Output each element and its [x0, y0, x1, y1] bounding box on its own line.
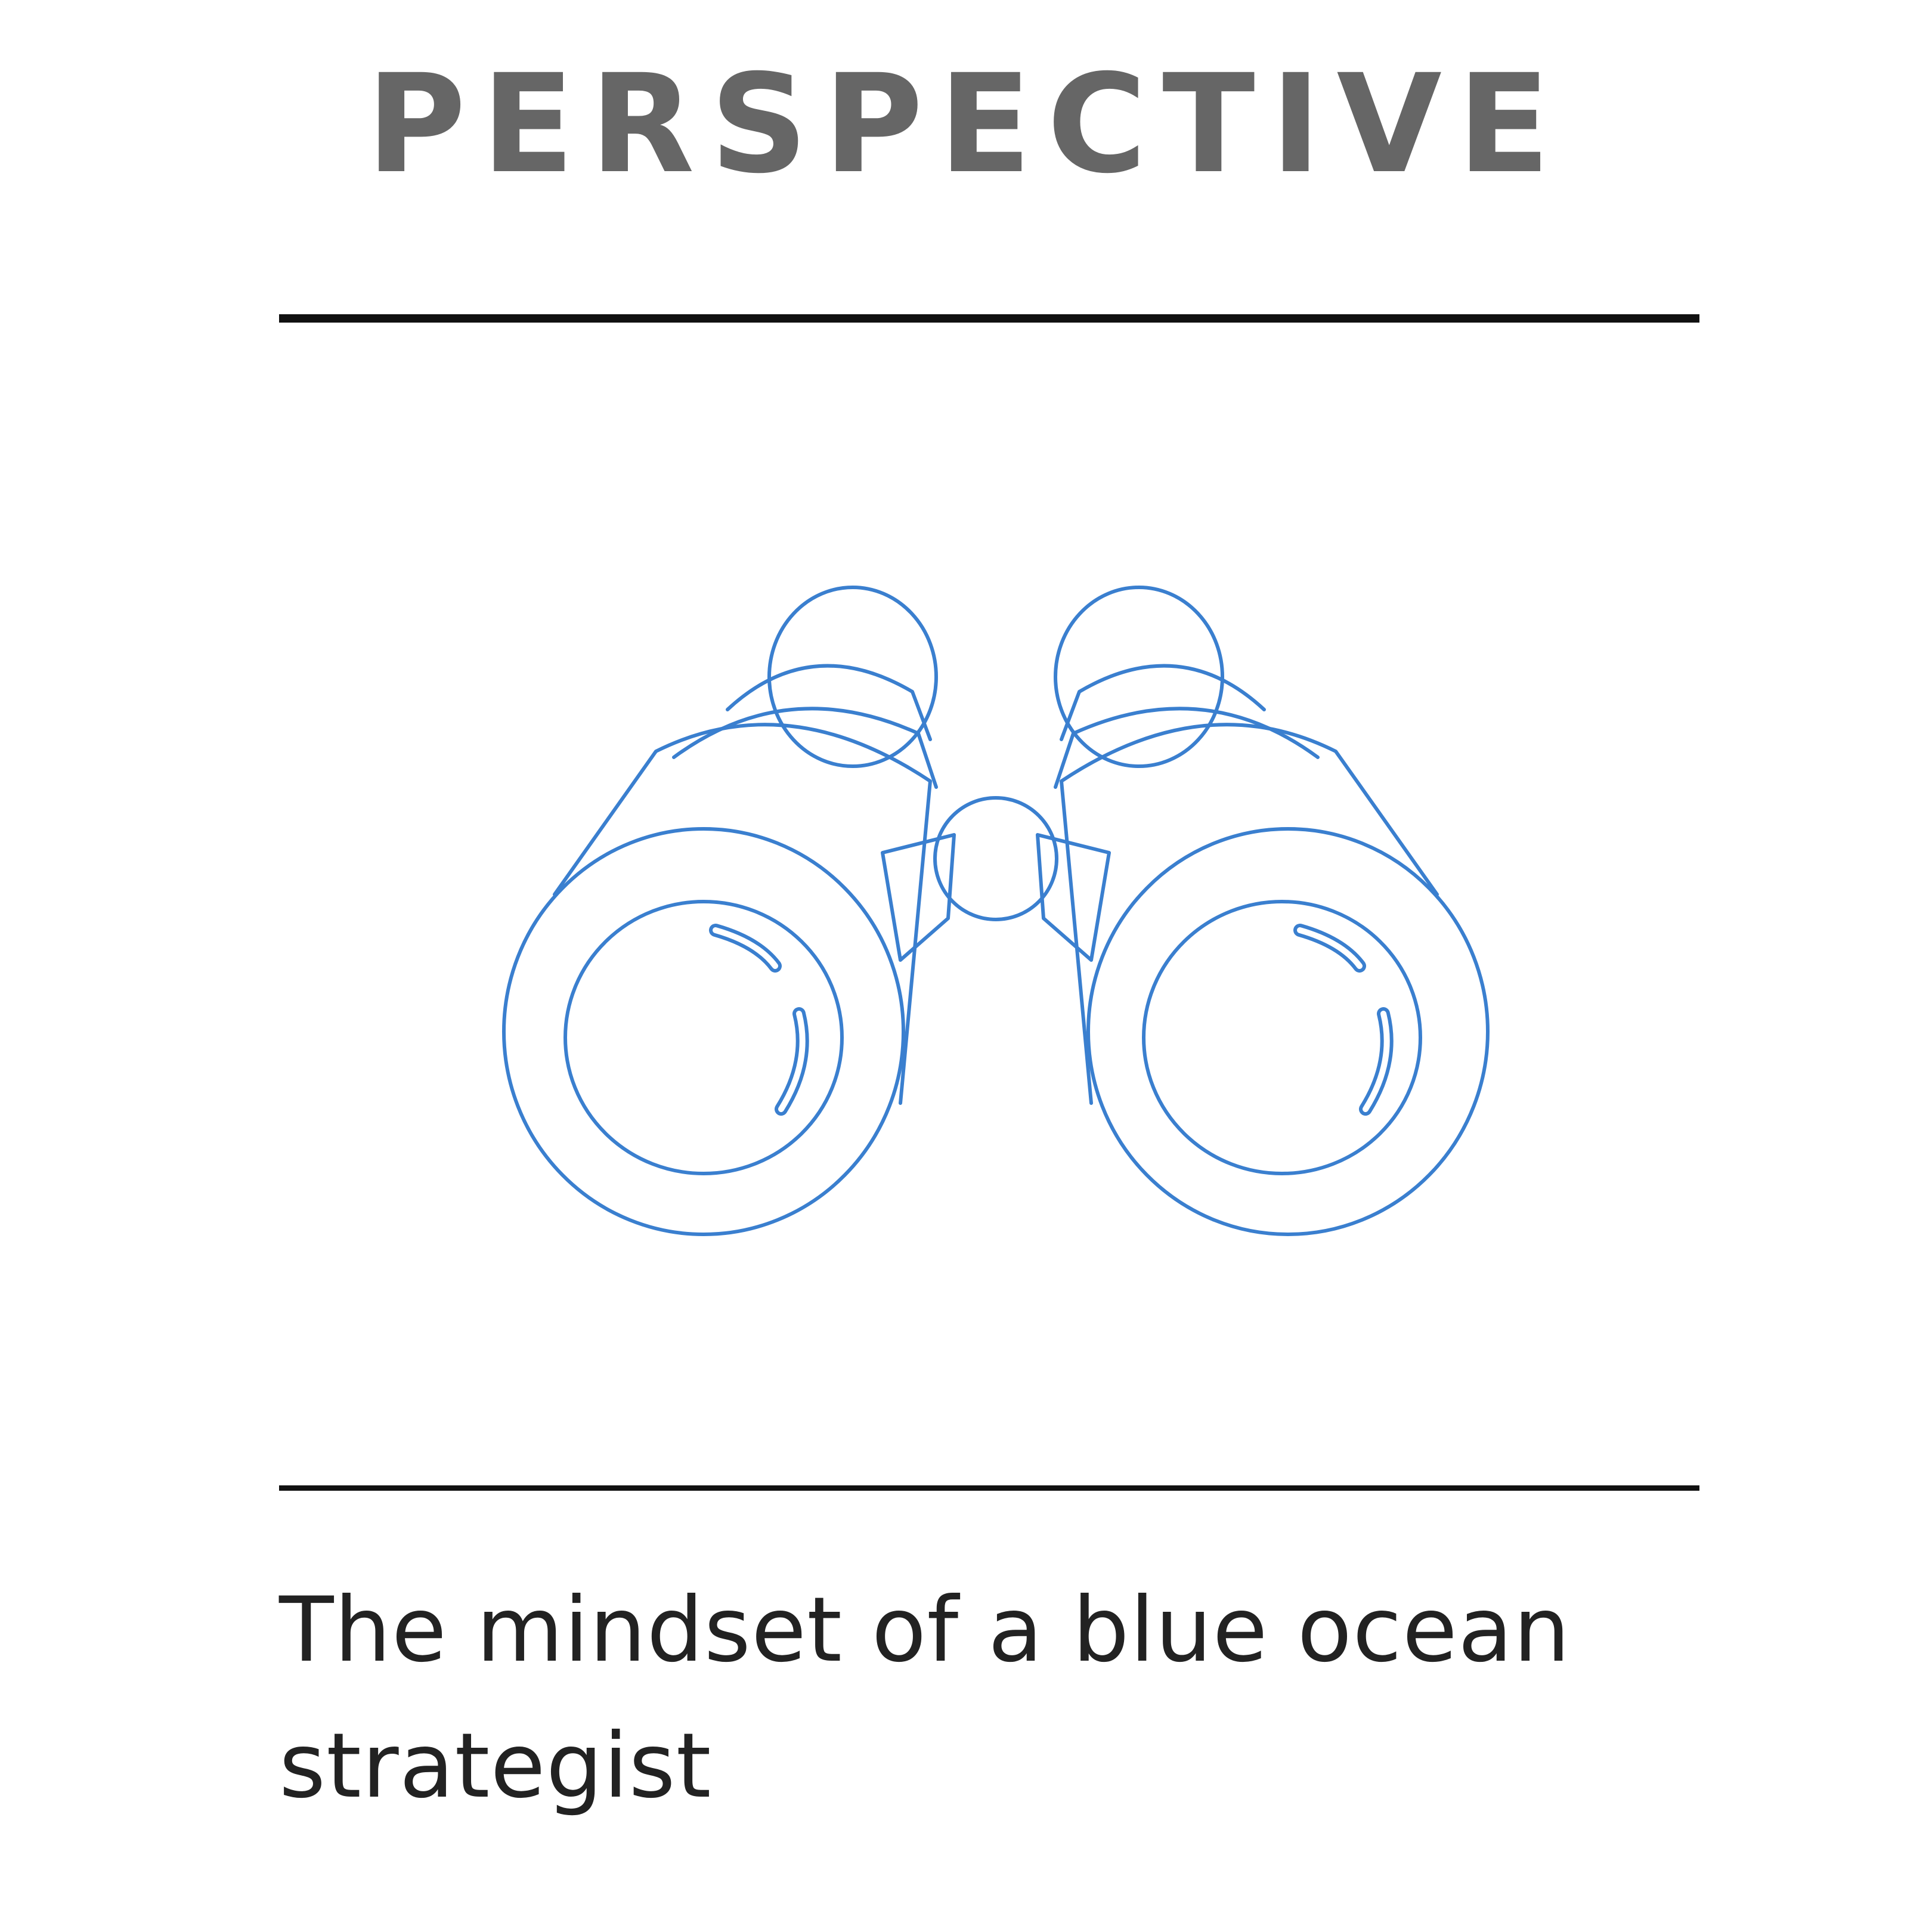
bottom-divider [279, 1485, 1699, 1491]
top-divider [279, 314, 1699, 323]
binoculars-icon [477, 584, 1491, 1264]
card-caption: The mindset of a blue ocean strategist [279, 1578, 1571, 1818]
card-title: PERSPECTIVE [366, 45, 1566, 203]
